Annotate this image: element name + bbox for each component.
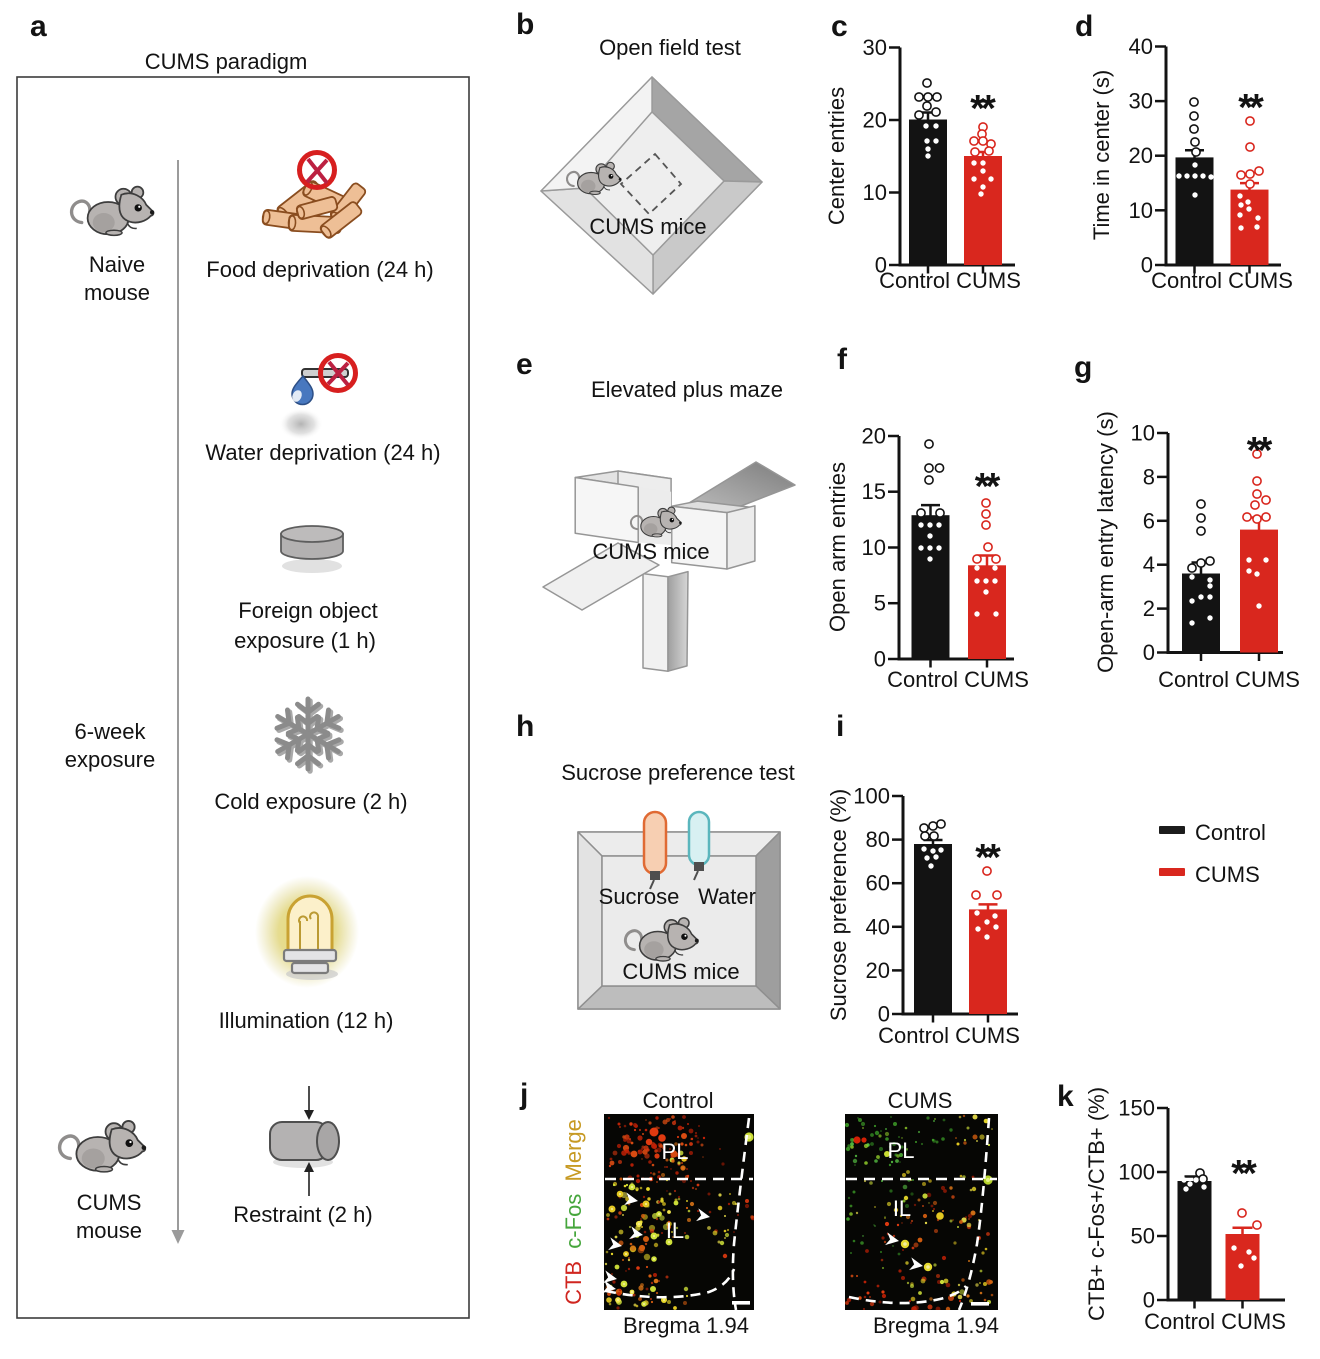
svg-text:Restraint (2 h): Restraint (2 h) <box>233 1202 372 1227</box>
svg-text:20: 20 <box>863 108 887 133</box>
svg-text:a: a <box>30 10 47 43</box>
svg-text:Water deprivation (24 h): Water deprivation (24 h) <box>205 440 440 465</box>
svg-text:**: ** <box>970 88 996 130</box>
svg-text:0: 0 <box>878 1002 890 1027</box>
svg-text:10: 10 <box>1129 198 1153 223</box>
svg-text:CUMS: CUMS <box>1195 862 1260 887</box>
svg-text:0: 0 <box>1143 640 1155 665</box>
svg-text:100: 100 <box>853 784 890 809</box>
svg-text:20: 20 <box>1129 143 1153 168</box>
svg-text:Illumination (12 h): Illumination (12 h) <box>219 1008 394 1033</box>
svg-text:Control CUMS: Control CUMS <box>879 268 1021 293</box>
svg-text:Open-arm entry latency (s): Open-arm entry latency (s) <box>1093 411 1118 673</box>
svg-text:5: 5 <box>874 591 886 616</box>
svg-text:f: f <box>837 343 848 376</box>
svg-text:Open arm entries: Open arm entries <box>825 462 850 632</box>
svg-text:g: g <box>1074 351 1092 384</box>
svg-text:0: 0 <box>874 647 886 672</box>
svg-text:Open field test: Open field test <box>599 35 741 60</box>
svg-text:IL: IL <box>666 1218 684 1243</box>
svg-text:Control: Control <box>643 1088 714 1113</box>
svg-text:Control CUMS: Control CUMS <box>1158 667 1300 692</box>
svg-text:150: 150 <box>1118 1096 1155 1121</box>
svg-text:j: j <box>519 1078 528 1111</box>
svg-text:PL: PL <box>888 1138 915 1163</box>
svg-text:10: 10 <box>863 180 887 205</box>
svg-text:Sucrose preference (%): Sucrose preference (%) <box>826 789 851 1021</box>
svg-text:10: 10 <box>1131 421 1155 446</box>
svg-text:CUMS mice: CUMS mice <box>622 959 739 984</box>
svg-text:100: 100 <box>1118 1160 1155 1185</box>
svg-text:h: h <box>516 710 534 743</box>
svg-text:CTB c-Fos Merge: CTB c-Fos Merge <box>561 1119 586 1305</box>
svg-text:50: 50 <box>1131 1224 1155 1249</box>
svg-text:mouse: mouse <box>84 280 150 305</box>
svg-text:Water: Water <box>698 884 756 909</box>
svg-text:2: 2 <box>1143 596 1155 621</box>
svg-text:**: ** <box>1247 430 1273 472</box>
svg-text:Control CUMS: Control CUMS <box>878 1023 1020 1048</box>
svg-text:Elevated plus maze: Elevated plus maze <box>591 377 783 402</box>
svg-text:0: 0 <box>1143 1288 1155 1313</box>
svg-text:6-week: 6-week <box>75 719 147 744</box>
svg-text:30: 30 <box>1129 89 1153 114</box>
svg-text:IL: IL <box>893 1196 911 1221</box>
svg-text:6: 6 <box>1143 508 1155 533</box>
svg-text:40: 40 <box>866 914 890 939</box>
svg-text:20: 20 <box>862 424 886 449</box>
svg-text:Center entries: Center entries <box>824 87 849 225</box>
svg-text:10: 10 <box>862 535 886 560</box>
svg-text:20: 20 <box>866 958 890 983</box>
svg-text:Control CUMS: Control CUMS <box>1144 1309 1286 1334</box>
svg-text:exposure: exposure <box>65 747 156 772</box>
svg-text:Food deprivation (24 h): Food deprivation (24 h) <box>206 257 433 282</box>
svg-text:k: k <box>1057 1080 1074 1113</box>
svg-text:d: d <box>1075 10 1093 43</box>
svg-text:40: 40 <box>1129 34 1153 59</box>
svg-text:CTB+ c-Fos+/CTB+ (%): CTB+ c-Fos+/CTB+ (%) <box>1084 1087 1109 1321</box>
svg-text:**: ** <box>1238 87 1264 129</box>
svg-text:exposure (1 h): exposure (1 h) <box>234 628 376 653</box>
svg-text:e: e <box>516 348 533 381</box>
svg-text:CUMS mice: CUMS mice <box>592 539 709 564</box>
svg-text:0: 0 <box>1141 253 1153 278</box>
svg-text:80: 80 <box>866 827 890 852</box>
svg-text:60: 60 <box>866 871 890 896</box>
svg-text:PL: PL <box>662 1139 689 1164</box>
svg-text:Bregma 1.94: Bregma 1.94 <box>623 1313 749 1338</box>
svg-text:Bregma 1.94: Bregma 1.94 <box>873 1313 999 1338</box>
svg-text:30: 30 <box>863 35 887 60</box>
svg-text:15: 15 <box>862 479 886 504</box>
svg-text:**: ** <box>975 466 1001 508</box>
svg-text:Cold exposure (2 h): Cold exposure (2 h) <box>214 789 407 814</box>
svg-text:Sucrose preference test: Sucrose preference test <box>561 760 795 785</box>
svg-text:**: ** <box>1231 1153 1257 1195</box>
svg-text:CUMS paradigm: CUMS paradigm <box>145 49 308 74</box>
svg-text:0: 0 <box>875 253 887 278</box>
svg-text:Control: Control <box>1195 820 1266 845</box>
svg-text:Sucrose: Sucrose <box>599 884 680 909</box>
svg-text:CUMS: CUMS <box>888 1088 953 1113</box>
svg-text:CUMS: CUMS <box>77 1190 142 1215</box>
svg-text:Time in center (s): Time in center (s) <box>1089 70 1114 240</box>
svg-text:Foreign object: Foreign object <box>238 598 377 623</box>
svg-text:8: 8 <box>1143 464 1155 489</box>
svg-text:**: ** <box>975 837 1001 879</box>
svg-text:Control CUMS: Control CUMS <box>1151 268 1293 293</box>
svg-text:Naive: Naive <box>89 252 145 277</box>
svg-text:Control CUMS: Control CUMS <box>887 667 1029 692</box>
svg-text:b: b <box>516 8 534 41</box>
svg-text:4: 4 <box>1143 552 1155 577</box>
svg-text:i: i <box>836 710 844 743</box>
svg-text:mouse: mouse <box>76 1218 142 1243</box>
svg-text:c: c <box>831 10 848 43</box>
svg-text:CUMS mice: CUMS mice <box>589 214 706 239</box>
